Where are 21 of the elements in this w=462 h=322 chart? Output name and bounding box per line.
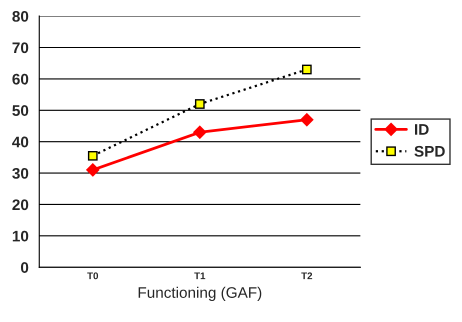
point — [300, 113, 314, 126]
point — [88, 150, 98, 161]
y-tick-label: 60 — [12, 74, 28, 85]
point — [302, 64, 312, 74]
x-axis-title: Functioning (GAF) — [138, 286, 262, 301]
y-tick-label: 30 — [12, 168, 28, 179]
point — [86, 163, 100, 177]
y-tick-label: 0 — [20, 262, 28, 273]
y-tick-label: 20 — [12, 199, 28, 210]
x-tick-label: T1 — [194, 272, 206, 280]
legend-label: SPD — [414, 146, 445, 157]
y-tick-label: 40 — [12, 136, 28, 148]
point — [193, 126, 206, 139]
x-tick-label: T0 — [87, 272, 98, 280]
y-tick-label: 50 — [12, 105, 28, 116]
point — [194, 99, 205, 109]
x-tick-label: T2 — [301, 272, 312, 280]
y-tick-label: 10 — [12, 230, 28, 242]
y-tick-label: 80 — [12, 10, 28, 22]
legend-label: ID — [415, 124, 429, 135]
y-tick-label: 70 — [12, 42, 28, 54]
